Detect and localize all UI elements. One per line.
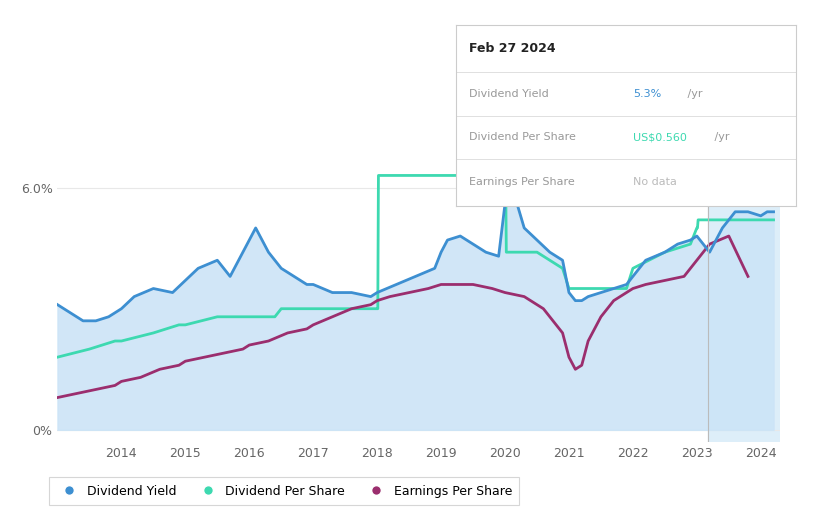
Legend: Dividend Yield, Dividend Per Share, Earnings Per Share: Dividend Yield, Dividend Per Share, Earn… bbox=[49, 477, 520, 505]
Text: Feb 27 2024: Feb 27 2024 bbox=[470, 42, 556, 55]
Text: No data: No data bbox=[633, 177, 677, 187]
Text: Earnings Per Share: Earnings Per Share bbox=[470, 177, 575, 187]
Text: 5.3%: 5.3% bbox=[633, 89, 661, 99]
Text: Dividend Per Share: Dividend Per Share bbox=[470, 132, 576, 142]
Text: Dividend Yield: Dividend Yield bbox=[470, 89, 549, 99]
Text: /yr: /yr bbox=[684, 89, 703, 99]
Text: US$0.560: US$0.560 bbox=[633, 132, 686, 142]
Bar bbox=[708, 127, 780, 442]
Text: /yr: /yr bbox=[711, 132, 730, 142]
Text: Past: Past bbox=[710, 132, 735, 145]
